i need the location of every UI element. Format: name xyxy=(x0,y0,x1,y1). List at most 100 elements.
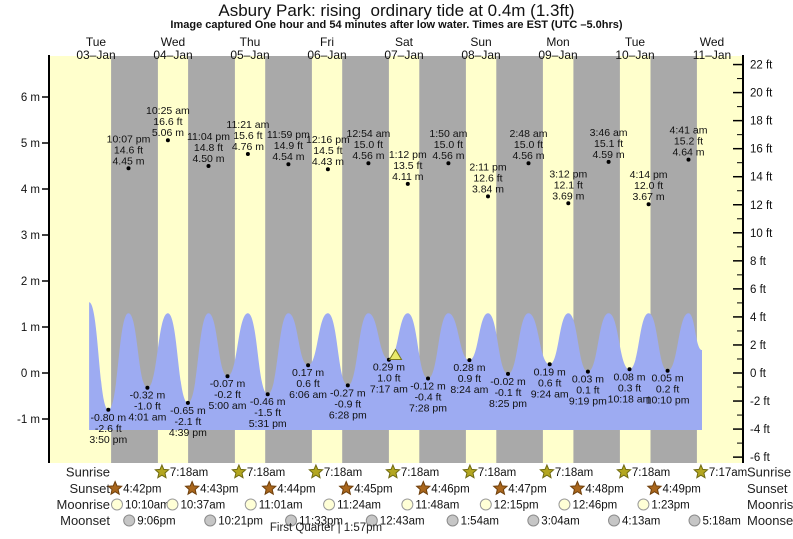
high-tide-ft-label: 14.9 ft xyxy=(274,140,303,152)
low-tide-ft-label: 0.3 ft xyxy=(618,382,641,394)
high-tide-dot xyxy=(286,162,291,167)
day-date-label: 09–Jan xyxy=(538,48,577,62)
moonset-circle-icon xyxy=(608,514,621,527)
high-tide-ft-label: 15.0 ft xyxy=(514,139,543,151)
high-tide-m-label: 4.45 m xyxy=(112,155,144,167)
astro-event-time: 7:18am xyxy=(401,467,439,479)
high-tide-m-label: 4.43 m xyxy=(312,156,344,168)
low-tide-time-label: 9:19 pm xyxy=(569,396,607,408)
sunrise-star-icon xyxy=(616,463,632,479)
day-date-label: 10–Jan xyxy=(615,48,654,62)
high-tide-m-label: 4.11 m xyxy=(392,171,424,183)
left-axis-label: 4 m xyxy=(21,184,40,196)
high-tide-ft-label: 15.0 ft xyxy=(434,139,463,151)
sunset-star-icon xyxy=(492,480,509,496)
day-date-label: 05–Jan xyxy=(230,48,269,62)
day-name-label: Tue xyxy=(86,35,107,49)
high-tide-time-label: 3:46 am xyxy=(590,127,628,139)
high-tide-dot xyxy=(126,166,131,171)
astro-event-time: 4:43pm xyxy=(200,484,238,496)
high-tide-dot xyxy=(405,181,410,186)
low-tide-m-label: -0.02 m xyxy=(490,376,526,388)
right-axis-label: 16 ft xyxy=(750,144,773,156)
chart-subtitle: Image captured One hour and 54 minutes a… xyxy=(170,19,623,31)
day-name-label: Mon xyxy=(546,35,569,49)
astro-event-time: 3:04am xyxy=(541,516,579,528)
low-tide-m-label: -0.32 m xyxy=(130,390,166,402)
low-tide-dot xyxy=(225,374,230,379)
astro-event-time: 4:47pm xyxy=(508,484,546,496)
low-tide-time-label: 5:00 am xyxy=(209,400,247,412)
astro-event-time: 5:18am xyxy=(703,516,741,528)
high-tide-m-label: 4.59 m xyxy=(593,149,625,161)
sunrise-star-icon xyxy=(308,463,324,479)
left-axis-label: 6 m xyxy=(21,92,40,104)
high-tide-m-label: 4.76 m xyxy=(232,141,264,153)
day-date-label: 04–Jan xyxy=(153,48,192,62)
astro-row-label-right: Moonrise xyxy=(747,497,793,512)
astro-event-time: 7:18am xyxy=(555,467,593,479)
astro-event-time: 12:43am xyxy=(380,516,425,528)
low-tide-dot xyxy=(145,385,150,390)
left-axis-label: 5 m xyxy=(21,138,40,150)
low-tide-ft-label: 0.1 ft xyxy=(576,385,599,397)
astro-event-time: 4:44pm xyxy=(277,484,315,496)
high-tide-dot xyxy=(526,161,531,166)
low-tide-dot xyxy=(585,369,590,374)
high-tide-dot xyxy=(245,152,250,156)
astro-row-label-left: Moonrise xyxy=(57,497,110,512)
moonset-circle-icon xyxy=(285,514,298,527)
sunset-star-icon xyxy=(107,480,123,496)
high-tide-time-label: 12:16 pm xyxy=(306,134,350,146)
right-axis-label: -6 ft xyxy=(750,452,771,464)
moonrise-circle-icon xyxy=(111,498,123,511)
right-axis-label: -2 ft xyxy=(750,396,771,408)
high-tide-ft-label: 12.0 ft xyxy=(634,180,663,192)
astro-event-time: 11:48am xyxy=(415,500,459,512)
astro-event-time: 10:10am xyxy=(125,500,170,512)
high-tide-dot xyxy=(446,161,451,166)
low-tide-m-label: -0.65 m xyxy=(170,405,206,417)
moonrise-circle-icon xyxy=(166,498,179,511)
astro-event-time: 4:13am xyxy=(622,516,660,528)
day-date-label: 07–Jan xyxy=(384,48,423,62)
high-tide-m-label: 4.56 m xyxy=(512,150,544,162)
day-name-label: Thu xyxy=(240,35,261,49)
astro-row-label-right: Sunrise xyxy=(747,465,791,480)
low-tide-m-label: 0.19 m xyxy=(534,366,566,378)
high-tide-ft-label: 14.8 ft xyxy=(194,142,223,154)
right-axis-label: 10 ft xyxy=(750,228,773,240)
high-tide-time-label: 11:04 pm xyxy=(187,131,230,143)
astro-event-time: 7:18am xyxy=(478,467,516,479)
astro-event-time: 12:15pm xyxy=(494,500,539,512)
right-axis-label: 14 ft xyxy=(750,172,773,184)
low-tide-dot xyxy=(185,400,190,405)
sunset-star-icon xyxy=(338,480,355,496)
sunset-star-icon xyxy=(569,480,586,496)
low-tide-m-label: -0.27 m xyxy=(330,387,366,399)
high-tide-m-label: 4.56 m xyxy=(432,150,464,162)
right-axis-label: 20 ft xyxy=(750,88,773,100)
high-tide-ft-label: 14.5 ft xyxy=(313,145,342,157)
low-tide-m-label: -0.46 m xyxy=(250,396,286,408)
low-tide-ft-label: -0.2 ft xyxy=(214,389,241,401)
high-tide-ft-label: 12.6 ft xyxy=(473,172,502,184)
day-name-label: Wed xyxy=(700,35,724,49)
right-axis-label: 12 ft xyxy=(750,200,773,212)
low-tide-ft-label: -0.1 ft xyxy=(495,387,522,399)
astro-event-time: 4:49pm xyxy=(663,484,701,496)
astro-event-time: 9:06pm xyxy=(137,516,175,528)
high-tide-time-label: 10:07 pm xyxy=(107,133,151,145)
high-tide-dot xyxy=(606,159,611,164)
high-tide-time-label: 2:11 pm xyxy=(469,161,506,173)
day-name-label: Fri xyxy=(320,35,334,49)
day-date-label: 03–Jan xyxy=(76,48,115,62)
low-tide-time-label: 10:18 am xyxy=(608,393,652,405)
right-axis-label: 8 ft xyxy=(750,256,767,268)
astro-event-time: 10:37am xyxy=(181,500,226,512)
moonset-circle-icon xyxy=(365,514,378,527)
day-date-label: 11–Jan xyxy=(693,48,731,62)
high-tide-time-label: 4:14 pm xyxy=(630,169,668,181)
high-tide-ft-label: 12.1 ft xyxy=(554,179,583,191)
low-tide-dot xyxy=(265,392,270,397)
